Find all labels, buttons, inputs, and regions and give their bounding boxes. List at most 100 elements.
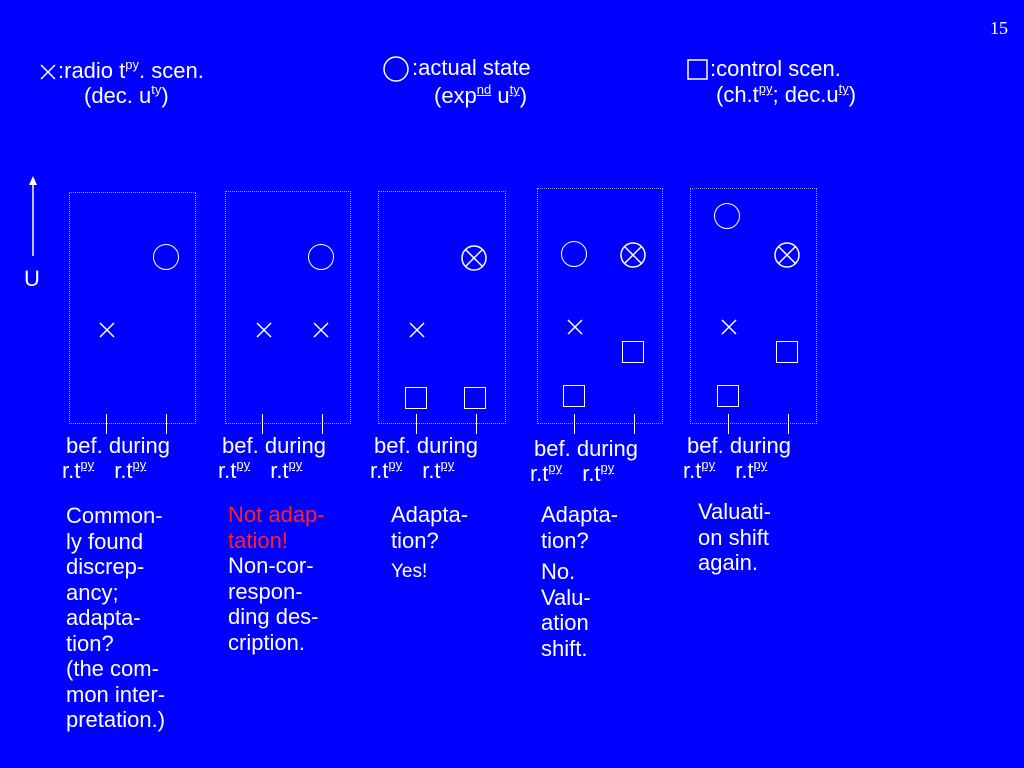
control-scen-square <box>776 341 798 363</box>
legend-square-line2-mid: ; dec.u <box>772 82 839 108</box>
during-label: during <box>729 433 791 458</box>
bef-label: bef. <box>374 433 411 458</box>
during-label: during <box>416 433 478 458</box>
radio-scen-cross-icon <box>256 322 272 338</box>
legend-cross-line2: (dec. u <box>84 83 152 109</box>
note-answer: Yes! <box>391 561 428 582</box>
rt-sup: py <box>548 460 563 476</box>
note-column-1: Common- ly found discrep- ancy; adapta- … <box>66 503 165 733</box>
note-column-5: Valuati- on shift again. <box>698 499 771 576</box>
circle-icon <box>383 56 409 82</box>
col-label-2: bef. during r.tpy r.tpy <box>218 433 326 484</box>
rt-label: r.t <box>370 458 389 484</box>
tick-bef-2 <box>262 414 263 434</box>
note-line: discrep- <box>66 554 145 579</box>
legend-circle-line2-tail: ) <box>519 83 528 109</box>
rt-sup: py <box>388 457 403 473</box>
note-line: Adapta- <box>391 502 469 527</box>
note-line: mon inter- <box>66 681 166 707</box>
radio-scen-cross-icon <box>313 322 329 338</box>
legend-circle-sup2: ty <box>509 82 520 98</box>
actual-state-circle <box>561 241 587 267</box>
col-label-4: bef. during r.tpy r.tpy <box>530 436 638 487</box>
note-line: tion? <box>541 527 589 553</box>
rt-label: r.t <box>218 458 237 484</box>
legend-square-label: :control scen. <box>710 56 841 81</box>
radio-scen-cross-icon <box>409 322 425 338</box>
tick-during-5 <box>788 414 789 434</box>
tick-bef-1 <box>106 414 107 434</box>
note-line: again. <box>698 550 758 575</box>
note-line: respon- <box>228 578 303 604</box>
panel-2 <box>225 191 351 424</box>
tick-bef-3 <box>416 414 417 434</box>
control-scen-square <box>717 385 739 407</box>
rt-label: r.t <box>735 458 754 484</box>
note-line: No. <box>541 559 576 584</box>
rt-label: r.t <box>582 461 601 487</box>
rt-sup: py <box>440 457 455 473</box>
note-line: (the com- <box>66 656 159 681</box>
rt-label: r.t <box>530 461 549 487</box>
legend-cross-label: :radio t <box>58 58 126 83</box>
note-line: Adapta- <box>541 502 619 527</box>
during-label: during <box>108 433 170 458</box>
note-line: Valuati- <box>698 499 771 524</box>
legend-cross-label-tail: . scen. <box>139 58 204 83</box>
panel-3 <box>378 191 506 424</box>
radio-scen-cross-icon <box>567 319 583 335</box>
control-scen-square <box>563 385 585 407</box>
rt-sup: py <box>288 457 303 473</box>
rt-sup: py <box>132 457 147 473</box>
legend-square-sup2: ty <box>838 81 849 97</box>
rt-sup: py <box>236 457 251 473</box>
note-column-3: Adapta- tion? Yes! <box>391 502 468 585</box>
during-label: during <box>264 433 326 458</box>
note-line-highlight: Not adap- <box>228 502 325 527</box>
note-line: Non-cor- <box>228 553 314 578</box>
square-icon <box>687 59 708 80</box>
legend-square-sup1: py <box>758 81 773 97</box>
u-axis-arrow-icon <box>29 176 37 256</box>
legend-square-line2: (ch.t <box>716 82 759 108</box>
note-line: on shift <box>698 524 769 550</box>
tick-during-3 <box>476 414 477 434</box>
rt-label: r.t <box>422 458 441 484</box>
note-line: Valu- <box>541 584 591 610</box>
panel-1 <box>69 192 196 424</box>
control-scen-square <box>464 387 486 409</box>
note-line: cription. <box>228 629 306 655</box>
tick-during-4 <box>634 414 635 434</box>
note-line: tion? <box>66 630 114 656</box>
tick-bef-5 <box>728 414 729 434</box>
legend-square: :control scen. (ch.tpy; dec.uty) <box>686 56 856 107</box>
rt-sup: py <box>80 457 95 473</box>
page-number: 15 <box>990 18 1008 38</box>
note-line: ancy; <box>66 579 119 605</box>
legend-cross: :radio tpy. scen. (dec. uty) <box>38 58 204 109</box>
note-line: Common- <box>66 503 163 528</box>
radio-scen-cross-icon <box>99 322 115 338</box>
circled-cross-icon <box>774 242 800 268</box>
radio-scen-cross-icon <box>721 319 737 335</box>
note-line-highlight: tation! <box>228 527 288 553</box>
rt-label: r.t <box>270 458 289 484</box>
legend-circle: :actual state (expnd uty) <box>382 55 531 108</box>
bef-label: bef. <box>66 433 103 458</box>
legend-cross-sup: py <box>125 57 139 72</box>
legend-circle-line2-mid: u <box>491 83 510 109</box>
legend-cross-line2-tail: ) <box>161 83 169 109</box>
rt-label: r.t <box>62 458 81 484</box>
tick-during-2 <box>322 414 323 434</box>
actual-state-circle <box>714 203 740 229</box>
legend-circle-label: :actual state <box>412 55 531 80</box>
bef-label: bef. <box>687 433 724 458</box>
col-label-3: bef. during r.tpy r.tpy <box>370 433 478 484</box>
control-scen-square <box>405 387 427 409</box>
bef-label: bef. <box>534 436 571 461</box>
rt-sup: py <box>600 460 615 476</box>
legend-circle-line2: (exp <box>434 83 477 109</box>
note-line: ation <box>541 610 589 635</box>
tick-during-1 <box>166 414 167 434</box>
rt-label: r.t <box>114 458 133 484</box>
